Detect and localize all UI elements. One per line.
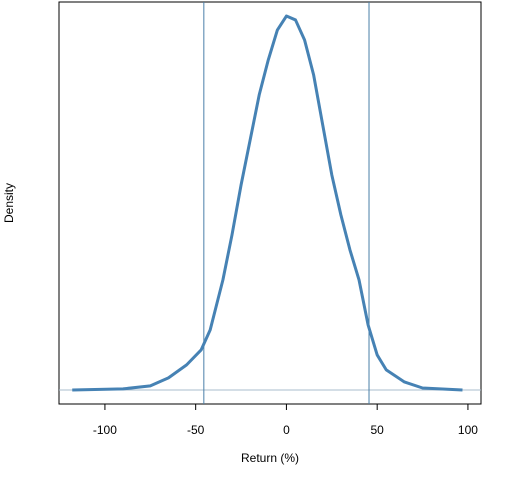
x-tick-label: -50 <box>187 423 205 437</box>
x-tick-label: 100 <box>458 423 478 437</box>
density-curve <box>72 14 463 392</box>
y-axis-label: Density <box>2 183 16 223</box>
x-tick-label: -100 <box>93 423 117 437</box>
x-tick-label: 50 <box>370 423 384 437</box>
x-axis-label: Return (%) <box>241 451 299 465</box>
plot-frame <box>58 1 482 405</box>
x-tick-label: 0 <box>283 423 290 437</box>
